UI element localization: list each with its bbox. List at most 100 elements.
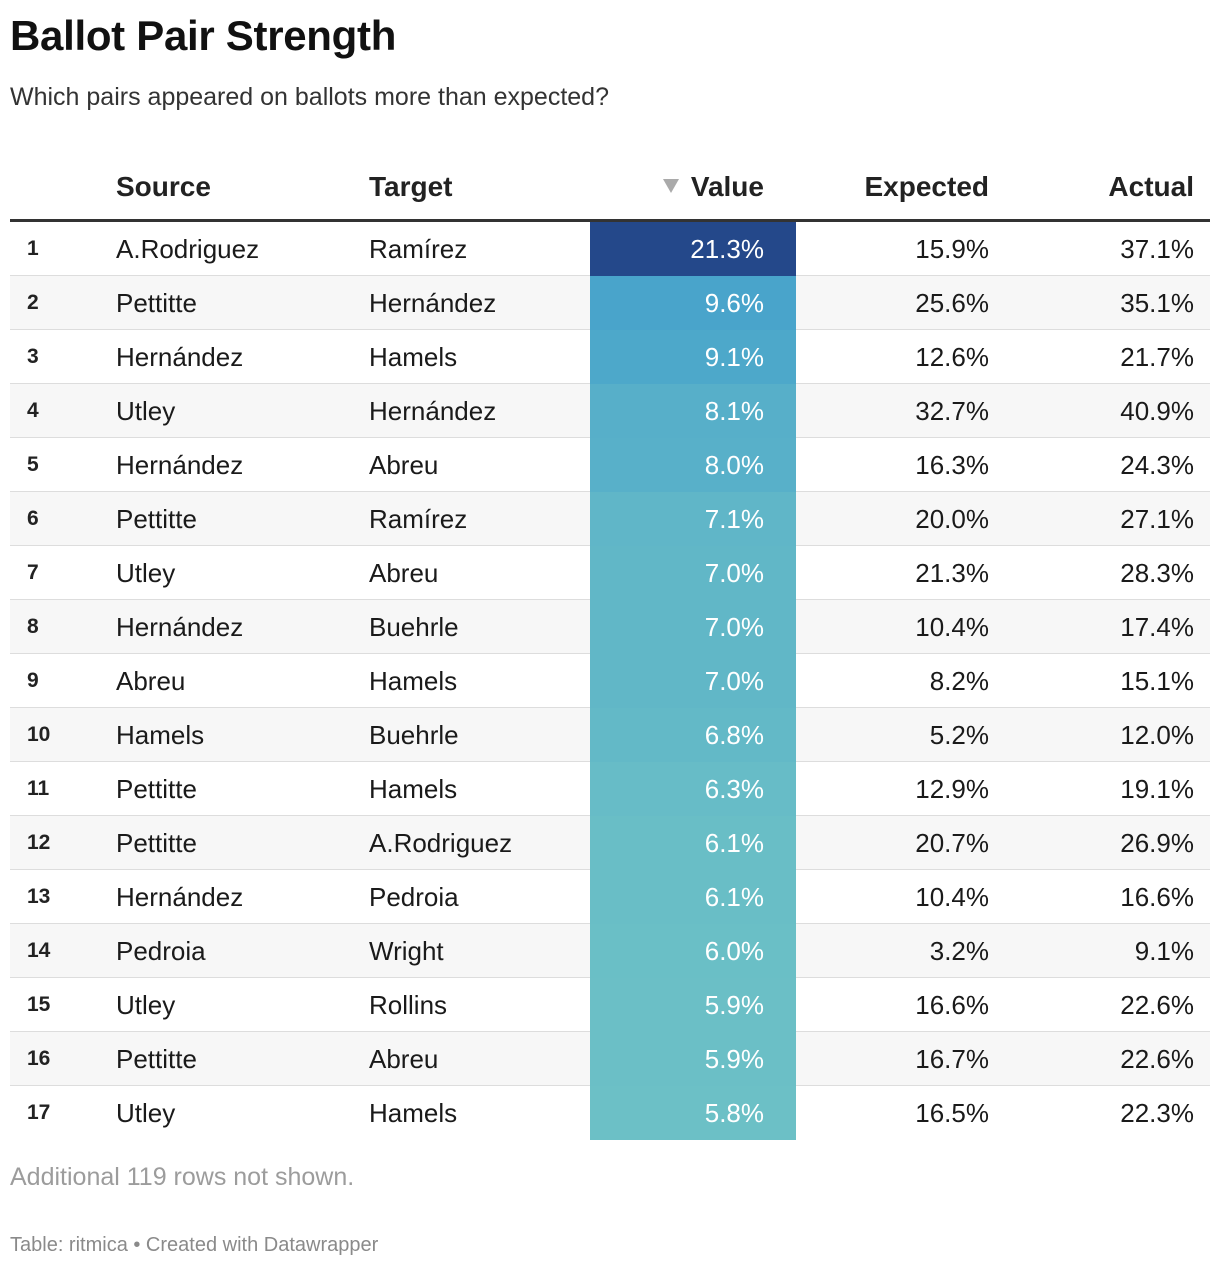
column-header-value[interactable]: Value xyxy=(662,170,764,204)
row-rank: 10 xyxy=(27,723,51,746)
actual-cell: 40.9% xyxy=(1120,396,1194,426)
value-cell: 21.3% xyxy=(590,222,796,276)
table-row: 10 Hamels Buehrle 6.8% 5.2% 12.0% xyxy=(10,708,1210,762)
value-cell: 8.0% xyxy=(590,438,796,492)
chart-title: Ballot Pair Strength xyxy=(10,12,397,59)
expected-cell: 32.7% xyxy=(915,396,989,426)
actual-cell: 12.0% xyxy=(1120,720,1194,750)
table-row: 9 Abreu Hamels 7.0% 8.2% 15.1% xyxy=(10,654,1210,708)
target-cell: Wright xyxy=(369,936,444,966)
target-cell: Abreu xyxy=(369,450,439,480)
row-rank: 7 xyxy=(27,561,39,584)
target-cell: Hamels xyxy=(369,342,458,372)
target-cell: Abreu xyxy=(369,558,439,588)
actual-cell: 28.3% xyxy=(1120,558,1194,588)
row-rank: 14 xyxy=(27,939,51,962)
row-rank: 1 xyxy=(27,237,39,260)
table-header: Source Target Value Expected Actual xyxy=(10,152,1210,222)
source-cell: Hernández xyxy=(116,342,244,372)
actual-cell: 16.6% xyxy=(1120,882,1194,912)
expected-cell: 20.7% xyxy=(915,828,989,858)
table-row: 6 Pettitte Ramírez 7.1% 20.0% 27.1% xyxy=(10,492,1210,546)
target-cell: Abreu xyxy=(369,1044,439,1074)
column-header-expected[interactable]: Expected xyxy=(864,171,990,202)
row-rank: 4 xyxy=(27,399,39,422)
table-row: 8 Hernández Buehrle 7.0% 10.4% 17.4% xyxy=(10,600,1210,654)
source-cell: Pettitte xyxy=(116,1044,197,1074)
source-cell: Abreu xyxy=(116,666,186,696)
value-cell: 9.6% xyxy=(590,276,796,330)
row-rank: 13 xyxy=(27,885,51,908)
column-header-value-label: Value xyxy=(690,171,764,202)
chart-subtitle: Which pairs appeared on ballots more tha… xyxy=(10,83,609,111)
actual-cell: 9.1% xyxy=(1134,936,1194,966)
table-footer: Table: ritmica • Created with Datawrappe… xyxy=(10,1234,379,1256)
row-rank: 6 xyxy=(27,507,39,530)
table-row: 15 Utley Rollins 5.9% 16.6% 22.6% xyxy=(10,978,1210,1032)
actual-cell: 22.6% xyxy=(1120,1044,1194,1074)
table-row: 16 Pettitte Abreu 5.9% 16.7% 22.6% xyxy=(10,1032,1210,1086)
source-cell: Pettitte xyxy=(116,828,197,858)
target-cell: Hernández xyxy=(369,288,497,318)
row-rank: 3 xyxy=(27,345,39,368)
source-cell: Utley xyxy=(116,1098,176,1128)
source-cell: Hernández xyxy=(116,450,244,480)
target-cell: Hamels xyxy=(369,1098,458,1128)
source-cell: Hernández xyxy=(116,882,244,912)
target-cell: A.Rodriguez xyxy=(369,828,513,858)
value-cell: 6.1% xyxy=(590,870,796,924)
data-table: Source Target Value Expected Actual 1 A.R… xyxy=(10,152,1210,1140)
column-header-source[interactable]: Source xyxy=(116,171,211,202)
source-cell: Pettitte xyxy=(116,504,197,534)
row-rank: 2 xyxy=(27,291,39,314)
sort-descending-icon[interactable] xyxy=(662,178,679,193)
table-row: 2 Pettitte Hernández 9.6% 25.6% 35.1% xyxy=(10,276,1210,330)
target-cell: Hamels xyxy=(369,774,458,804)
value-cell: 6.0% xyxy=(590,924,796,978)
table-row: 4 Utley Hernández 8.1% 32.7% 40.9% xyxy=(10,384,1210,438)
table-row: 3 Hernández Hamels 9.1% 12.6% 21.7% xyxy=(10,330,1210,384)
table-row: 5 Hernández Abreu 8.0% 16.3% 24.3% xyxy=(10,438,1210,492)
source-cell: Hamels xyxy=(116,720,205,750)
target-cell: Hernández xyxy=(369,396,497,426)
value-cell: 6.8% xyxy=(590,708,796,762)
expected-cell: 8.2% xyxy=(929,666,989,696)
value-cell: 6.1% xyxy=(590,816,796,870)
expected-cell: 16.3% xyxy=(915,450,989,480)
source-cell: Utley xyxy=(116,990,176,1020)
expected-cell: 20.0% xyxy=(915,504,989,534)
table-row: 1 A.Rodriguez Ramírez 21.3% 15.9% 37.1% xyxy=(10,222,1210,276)
column-header-target[interactable]: Target xyxy=(369,171,453,202)
value-cell: 8.1% xyxy=(590,384,796,438)
expected-cell: 12.6% xyxy=(915,342,989,372)
table-row: 13 Hernández Pedroia 6.1% 10.4% 16.6% xyxy=(10,870,1210,924)
row-rank: 9 xyxy=(27,669,39,692)
actual-cell: 17.4% xyxy=(1120,612,1194,642)
column-header-actual[interactable]: Actual xyxy=(1108,171,1194,202)
table-notes: Additional 119 rows not shown. xyxy=(10,1163,355,1191)
expected-cell: 15.9% xyxy=(915,234,989,264)
expected-cell: 16.5% xyxy=(915,1098,989,1128)
expected-cell: 5.2% xyxy=(929,720,989,750)
target-cell: Pedroia xyxy=(369,882,459,912)
source-cell: Pettitte xyxy=(116,288,197,318)
row-rank: 16 xyxy=(27,1047,51,1070)
expected-cell: 16.7% xyxy=(915,1044,989,1074)
source-cell: Utley xyxy=(116,396,176,426)
target-cell: Buehrle xyxy=(369,612,459,642)
value-cell: 6.3% xyxy=(590,762,796,816)
actual-cell: 37.1% xyxy=(1120,234,1194,264)
source-cell: A.Rodriguez xyxy=(116,234,260,264)
value-cell: 7.0% xyxy=(590,654,796,708)
value-cell: 5.9% xyxy=(590,978,796,1032)
target-cell: Rollins xyxy=(369,990,448,1020)
actual-cell: 27.1% xyxy=(1120,504,1194,534)
expected-cell: 12.9% xyxy=(915,774,989,804)
expected-cell: 16.6% xyxy=(915,990,989,1020)
actual-cell: 21.7% xyxy=(1120,342,1194,372)
table-row: 7 Utley Abreu 7.0% 21.3% 28.3% xyxy=(10,546,1210,600)
actual-cell: 22.6% xyxy=(1120,990,1194,1020)
expected-cell: 21.3% xyxy=(915,558,989,588)
source-cell: Utley xyxy=(116,558,176,588)
actual-cell: 19.1% xyxy=(1120,774,1194,804)
